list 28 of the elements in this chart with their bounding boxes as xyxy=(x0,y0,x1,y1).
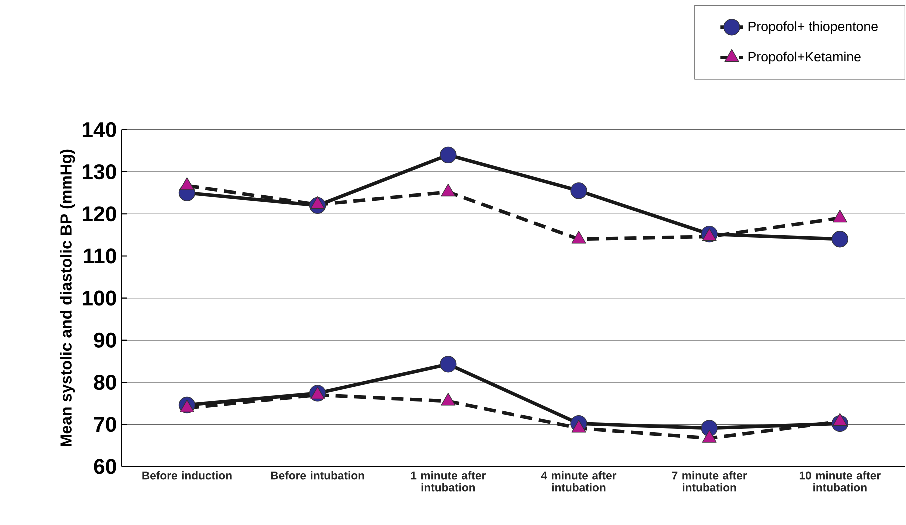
y-tick-label: 130 xyxy=(82,164,116,180)
x-tick-label: 7 minute after intubation xyxy=(672,472,748,492)
x-tick-label: 1 minute after intubation xyxy=(411,472,486,492)
point xyxy=(832,414,848,426)
point xyxy=(832,231,849,248)
y-axis-title: Mean systolic and diastolic BP (mmHg) xyxy=(60,150,76,447)
legend-label: Propofol+ thiopentone xyxy=(748,22,878,34)
x-tick-label: Before induction xyxy=(142,472,232,480)
x-tick-label: 10 minute after intubation xyxy=(800,472,881,492)
y-tick-label: 70 xyxy=(94,417,116,432)
y-tick-label: 110 xyxy=(84,248,116,264)
point xyxy=(441,393,456,406)
y-tick-label: 90 xyxy=(94,333,116,348)
y-tick-label: 140 xyxy=(82,122,116,138)
point xyxy=(570,182,588,200)
point xyxy=(180,400,194,413)
y-tick-label: 100 xyxy=(82,290,116,306)
x-tick-label: 4 minute after intubation xyxy=(541,472,617,492)
legend-label: Propofol+Ketamine xyxy=(748,52,861,64)
point xyxy=(572,420,586,433)
x-tick-label: Before intubation xyxy=(271,472,364,480)
y-tick-label: 60 xyxy=(94,459,116,474)
point xyxy=(702,430,717,444)
y-tick-label: 120 xyxy=(82,206,116,222)
y-tick-label: 80 xyxy=(94,375,116,390)
point xyxy=(572,231,586,244)
point xyxy=(440,147,457,164)
point xyxy=(440,356,457,373)
